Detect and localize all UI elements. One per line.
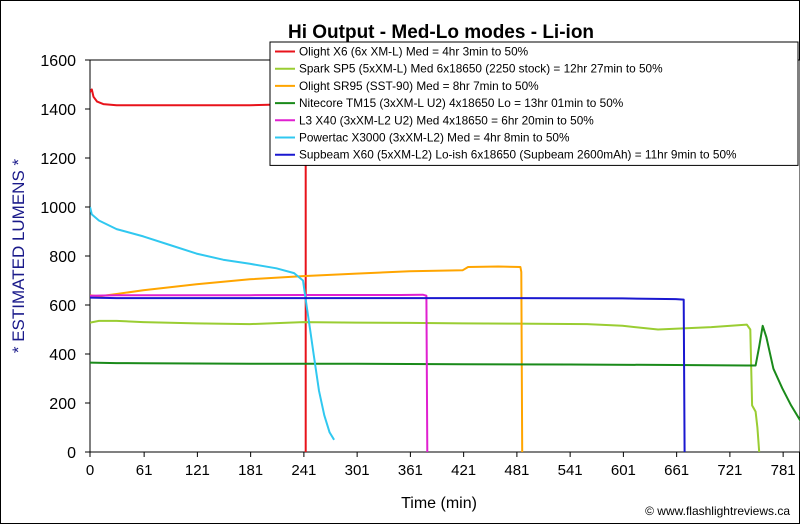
x-axis-label: Time (min) [401, 495, 477, 512]
x-tick-label: 721 [717, 462, 742, 479]
legend-entry: Powertac X3000 (3xXM-L2) Med = 4hr 8min … [299, 131, 570, 145]
legend-entry: Nitecore TM15 (3xXM-L U2) 4x18650 Lo = 1… [299, 96, 624, 110]
chart-title: Hi Output - Med-Lo modes - Li-ion [288, 22, 594, 43]
legend-entry: L3 X40 (3xXM-L2 U2) Med 4x18650 = 6hr 20… [299, 113, 594, 127]
y-tick-label: 400 [49, 347, 76, 364]
x-tick-label: 61 [136, 462, 153, 479]
series-line-4 [90, 324, 800, 422]
y-tick-label: 0 [67, 445, 76, 462]
x-tick-label: 121 [185, 462, 210, 479]
x-tick-label: 541 [558, 462, 583, 479]
series-line-5 [90, 293, 429, 452]
x-axis-ticks: 0 61 121 181 241 301 361 421 481 541 601 661 721 781 [86, 452, 796, 479]
series-line-3 [90, 265, 524, 452]
series-line-2 [90, 319, 761, 452]
x-tick-label: 601 [611, 462, 636, 479]
x-tick-label: 481 [504, 462, 529, 479]
y-tick-label: 200 [49, 396, 76, 413]
x-tick-label: 241 [291, 462, 316, 479]
y-tick-label: 1600 [40, 53, 76, 70]
y-tick-label: 800 [49, 249, 76, 266]
series-line-6 [90, 206, 335, 441]
x-tick-label: 661 [664, 462, 689, 479]
copyright-text: © www.flashlightreviews.ca [645, 504, 790, 518]
x-tick-label: 181 [238, 462, 263, 479]
legend-entry: Olight SR95 (SST-90) Med = 8hr 7min to 5… [299, 79, 539, 93]
y-axis-label: * ESTIMATED LUMENS * [9, 158, 28, 353]
legend: Olight X6 (6x XM-L) Med = 4hr 3min to 50… [269, 41, 799, 166]
legend-entry: Spark SP5 (5xXM-L) Med 6x18650 (2250 sto… [299, 62, 663, 76]
y-tick-label: 1200 [40, 151, 76, 168]
x-tick-label: 301 [345, 462, 370, 479]
legend-box [269, 41, 799, 166]
y-axis-ticks: 0 200 400 600 800 1000 1200 1400 1600 [40, 53, 90, 462]
x-tick-label: 421 [451, 462, 476, 479]
series-line-7 [90, 296, 686, 452]
legend-entry: Olight X6 (6x XM-L) Med = 4hr 3min to 50… [299, 45, 529, 59]
y-tick-label: 600 [49, 298, 76, 315]
x-tick-label: 361 [398, 462, 423, 479]
legend-entry: Supbeam X60 (5xXM-L2) Lo-ish 6x18650 (Su… [299, 148, 737, 162]
y-tick-label: 1400 [40, 102, 76, 119]
x-tick-label: 0 [86, 462, 94, 479]
x-tick-label: 781 [771, 462, 796, 479]
y-tick-label: 1000 [40, 200, 76, 217]
